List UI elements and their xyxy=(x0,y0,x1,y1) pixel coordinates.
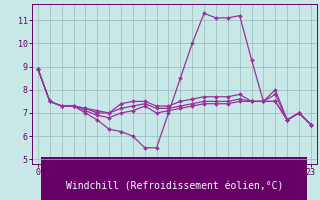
X-axis label: Windchill (Refroidissement éolien,°C): Windchill (Refroidissement éolien,°C) xyxy=(66,181,283,191)
